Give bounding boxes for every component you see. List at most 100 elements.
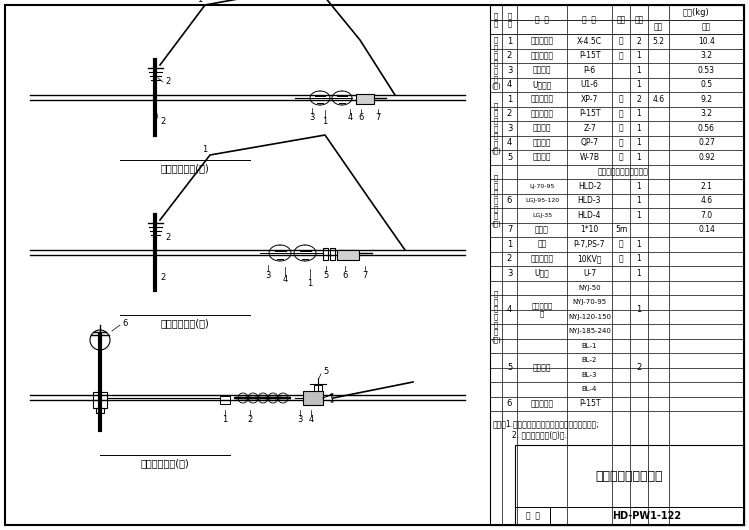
Text: HLD-3: HLD-3 xyxy=(577,196,601,205)
Text: QP-7: QP-7 xyxy=(580,138,598,147)
Text: 1: 1 xyxy=(198,0,203,4)
Text: BL-3: BL-3 xyxy=(582,372,597,378)
Text: 个: 个 xyxy=(619,240,623,249)
Text: 0.27: 0.27 xyxy=(698,138,715,147)
Text: 针式绝缘子: 针式绝缘子 xyxy=(530,109,554,118)
Text: Z-7: Z-7 xyxy=(583,123,596,132)
Text: 0.14: 0.14 xyxy=(698,225,715,234)
Text: 1: 1 xyxy=(202,146,207,155)
Text: HLD-4: HLD-4 xyxy=(577,211,601,220)
Text: 4: 4 xyxy=(507,138,512,147)
Text: 1: 1 xyxy=(637,51,641,60)
Text: 个: 个 xyxy=(619,153,623,162)
Bar xyxy=(356,94,374,104)
Text: 单位: 单位 xyxy=(616,15,625,24)
Text: 6: 6 xyxy=(342,270,348,279)
Text: 耐
张
绝
缘
子
串
(一): 耐 张 绝 缘 子 串 (一) xyxy=(491,37,501,89)
Text: 序
号: 序 号 xyxy=(507,12,512,26)
Text: 6: 6 xyxy=(507,196,512,205)
Text: 耐
张
绝
缘
子
串
(三): 耐 张 绝 缘 子 串 (三) xyxy=(491,174,501,227)
Text: X-4.5C: X-4.5C xyxy=(577,37,602,46)
Text: 2: 2 xyxy=(637,37,641,46)
Text: 重量(kg): 重量(kg) xyxy=(682,8,709,17)
Text: 数量: 数量 xyxy=(634,15,643,24)
Text: 3: 3 xyxy=(507,66,512,75)
Text: BL-1: BL-1 xyxy=(582,343,597,349)
Text: 4: 4 xyxy=(282,276,288,285)
Text: 5: 5 xyxy=(324,270,329,279)
Text: 针式绝缘子: 针式绝缘子 xyxy=(530,399,554,408)
Text: 1: 1 xyxy=(637,80,641,89)
Text: 1: 1 xyxy=(637,123,641,132)
Text: LGJ-35: LGJ-35 xyxy=(532,213,552,218)
Text: 1: 1 xyxy=(637,66,641,75)
Text: 3: 3 xyxy=(265,270,270,279)
Text: 片: 片 xyxy=(619,95,623,104)
Text: 2: 2 xyxy=(165,233,170,242)
Text: 5m: 5m xyxy=(615,225,627,234)
Text: NYJ-70-95: NYJ-70-95 xyxy=(572,299,607,305)
Text: 7: 7 xyxy=(363,270,368,279)
Text: 耐张绝缘子串组装图: 耐张绝缘子串组装图 xyxy=(595,470,664,482)
Text: 4.6: 4.6 xyxy=(700,196,712,205)
Text: 型  号: 型 号 xyxy=(583,15,596,24)
Text: 6: 6 xyxy=(358,113,364,122)
Text: 6: 6 xyxy=(122,319,127,328)
Text: NYJ-185-240: NYJ-185-240 xyxy=(568,328,611,334)
Bar xyxy=(337,250,359,260)
Text: P-15T: P-15T xyxy=(579,399,600,408)
Text: P-6: P-6 xyxy=(583,66,595,75)
Text: U1-6: U1-6 xyxy=(580,80,598,89)
Text: 序
号: 序 号 xyxy=(494,12,498,26)
Text: 1: 1 xyxy=(507,95,512,104)
Text: 片: 片 xyxy=(619,37,623,46)
Text: LJ-70-95: LJ-70-95 xyxy=(530,184,555,189)
Text: 悬式绝缘子: 悬式绝缘子 xyxy=(530,95,554,104)
Bar xyxy=(323,248,328,260)
Text: 挂板: 挂板 xyxy=(537,240,547,249)
Text: 1*10: 1*10 xyxy=(580,225,598,234)
Text: 1: 1 xyxy=(637,138,641,147)
Text: 侧挂式耐张线夹当导线为: 侧挂式耐张线夹当导线为 xyxy=(598,167,649,176)
Text: 4: 4 xyxy=(348,113,353,122)
Text: 10KV用: 10KV用 xyxy=(577,254,601,263)
Text: 1: 1 xyxy=(637,269,641,278)
Text: 1: 1 xyxy=(637,153,641,162)
Text: 2: 2 xyxy=(637,363,642,372)
Text: 1: 1 xyxy=(637,240,641,249)
Text: 1: 1 xyxy=(222,416,228,425)
Text: 碗头挂板: 碗头挂板 xyxy=(533,153,551,162)
Text: 2: 2 xyxy=(507,51,512,60)
Text: 名  称: 名 称 xyxy=(535,15,549,24)
Text: BL-4: BL-4 xyxy=(582,386,597,392)
Text: HLD-2: HLD-2 xyxy=(577,182,601,191)
Text: 平行挂板: 平行挂板 xyxy=(533,66,551,75)
Text: 说明：1.耐张绝缘子串组合图给出三种型式供选择;: 说明：1.耐张绝缘子串组合图给出三种型式供选择; xyxy=(493,419,600,428)
Text: 2: 2 xyxy=(160,272,166,281)
Text: BL-2: BL-2 xyxy=(582,357,597,363)
Text: 5.2: 5.2 xyxy=(652,37,664,46)
Text: NYJ-50: NYJ-50 xyxy=(578,285,601,291)
Text: U型环: U型环 xyxy=(535,269,549,278)
Text: 耐
张
绝
缘
子
串
(三): 耐 张 绝 缘 子 串 (三) xyxy=(491,290,501,343)
Text: 2: 2 xyxy=(507,254,512,263)
Text: 1: 1 xyxy=(322,118,327,127)
Text: 个: 个 xyxy=(619,123,623,132)
Bar xyxy=(220,396,230,404)
Text: 并沟线夹: 并沟线夹 xyxy=(533,363,551,372)
Text: 小计: 小计 xyxy=(702,22,711,31)
Text: 合成绝缘子: 合成绝缘子 xyxy=(530,254,554,263)
Text: 0.92: 0.92 xyxy=(698,153,715,162)
Text: XP-7: XP-7 xyxy=(580,95,598,104)
Text: 个: 个 xyxy=(619,138,623,147)
Text: 7.0: 7.0 xyxy=(700,211,712,220)
Text: P-15T: P-15T xyxy=(579,109,600,118)
Text: 3: 3 xyxy=(297,416,303,425)
Text: W-7B: W-7B xyxy=(580,153,599,162)
Text: LGJ-95-120: LGJ-95-120 xyxy=(525,198,559,203)
Text: NYJ-120-150: NYJ-120-150 xyxy=(568,314,611,320)
Text: 5: 5 xyxy=(507,153,512,162)
Text: 7: 7 xyxy=(375,113,380,122)
Text: 1: 1 xyxy=(637,305,642,314)
Text: 6: 6 xyxy=(507,399,512,408)
